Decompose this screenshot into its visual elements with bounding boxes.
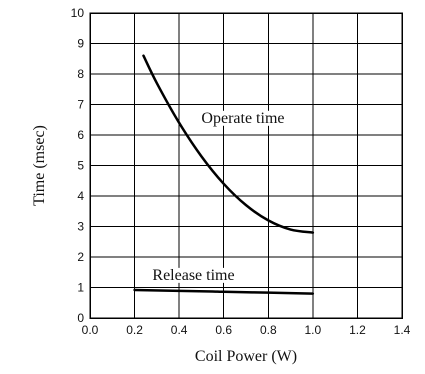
y-tick-label: 2 bbox=[77, 250, 84, 264]
y-tick-label: 5 bbox=[77, 159, 84, 173]
operate-time-annotation: Operate time bbox=[201, 110, 284, 127]
y-tick-label: 6 bbox=[77, 128, 84, 142]
annotation-layer: Operate time Release time bbox=[151, 110, 286, 284]
operate-time-series-line bbox=[142, 54, 315, 234]
y-tick-label: 7 bbox=[77, 98, 84, 112]
grid-layer bbox=[89, 12, 403, 319]
x-tick-label: 0.6 bbox=[215, 323, 232, 337]
x-tick-label: 0.2 bbox=[126, 323, 143, 337]
y-tick-label: 1 bbox=[77, 281, 84, 295]
x-tick-label: 0.4 bbox=[171, 323, 188, 337]
series-layer bbox=[133, 54, 315, 295]
tick-label-layer: 0.0 0.2 0.4 0.6 0.8 1.0 1.2 1.4 0 1 2 3 4 5 6 7 8 9 10 bbox=[71, 6, 411, 337]
x-tick-label: 1.4 bbox=[394, 323, 411, 337]
x-tick-label: 1.0 bbox=[305, 323, 322, 337]
y-tick-label: 9 bbox=[77, 37, 84, 51]
operate-time-annotation-background bbox=[200, 110, 286, 126]
y-tick-label: 4 bbox=[77, 189, 84, 203]
y-axis-label: Time (msec) bbox=[31, 125, 48, 206]
y-tick-label: 8 bbox=[77, 67, 84, 81]
x-axis-label: Coil Power (W) bbox=[195, 348, 297, 365]
x-tick-label: 1.2 bbox=[349, 323, 366, 337]
y-tick-label: 10 bbox=[71, 6, 85, 20]
y-tick-label: 3 bbox=[77, 220, 84, 234]
x-tick-label: 0.8 bbox=[260, 323, 277, 337]
x-tick-label: 0.0 bbox=[82, 323, 99, 337]
y-tick-label: 0 bbox=[77, 311, 84, 325]
plot-frame bbox=[89, 12, 403, 319]
release-time-annotation: Release time bbox=[152, 267, 234, 284]
release-time-annotation-background bbox=[151, 267, 236, 283]
release-time-series-line bbox=[133, 288, 315, 295]
